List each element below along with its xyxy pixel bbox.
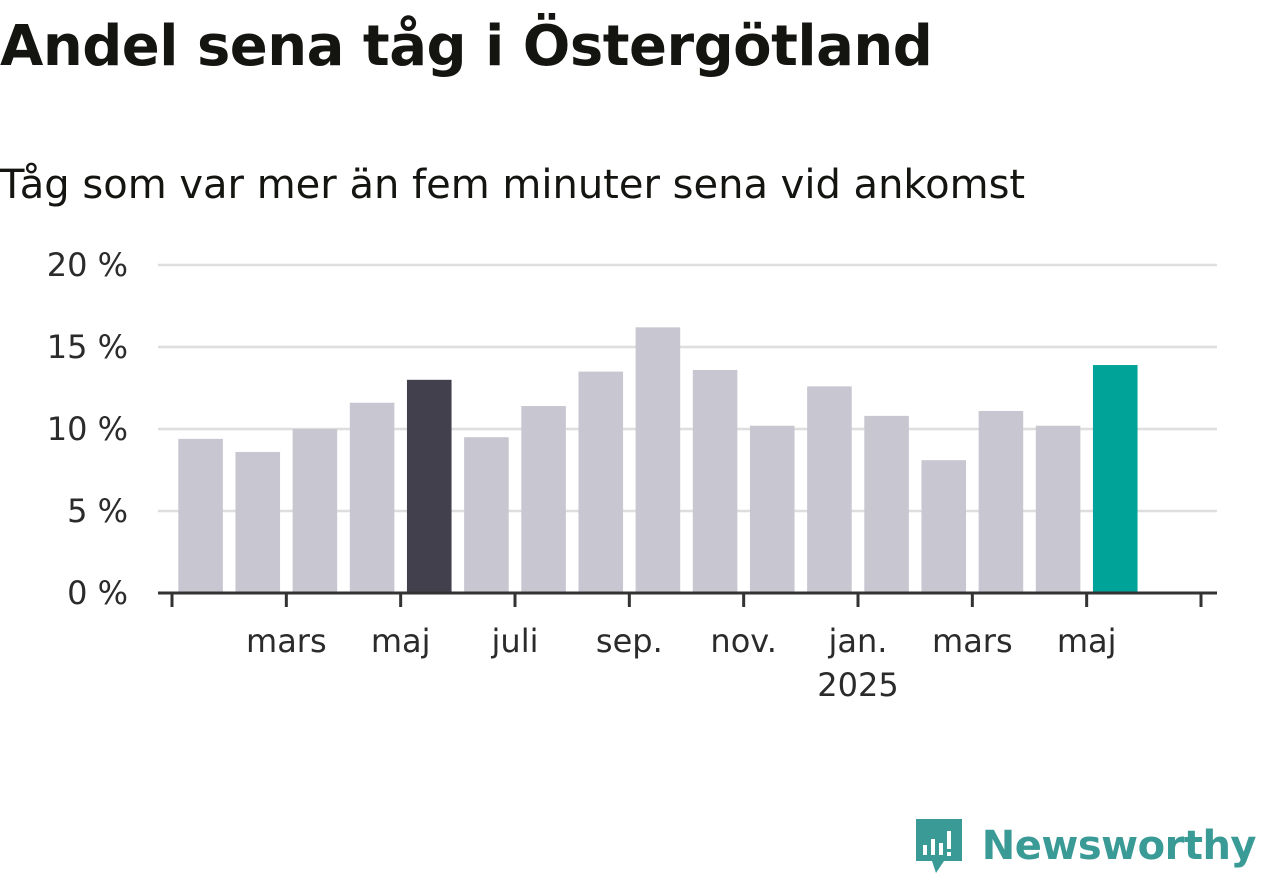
y-tick-label: 15 % — [47, 328, 128, 366]
y-tick-label: 10 % — [47, 410, 128, 448]
chart-title: Andel sena tåg i Östergötland — [0, 14, 933, 79]
x-tick-label: mars — [932, 622, 1013, 660]
bar — [635, 327, 681, 593]
bar — [235, 451, 281, 593]
bar — [578, 371, 624, 593]
bar — [692, 369, 738, 593]
bar — [749, 425, 795, 593]
bar — [1092, 365, 1138, 593]
x-tick-label: mars — [246, 622, 327, 660]
x-tick-year-label: 2025 — [817, 666, 898, 704]
x-tick-label: maj — [1057, 622, 1117, 660]
x-tick-label: maj — [371, 622, 431, 660]
bar — [978, 410, 1024, 593]
bar-chart: 0 % 5 % 10 % 15 % 20 % mars maj juli sep. nov. jan… — [47, 246, 1217, 704]
y-tick-label: 20 % — [47, 246, 128, 284]
x-tick-label: nov. — [710, 622, 776, 660]
y-tick-label: 0 % — [67, 574, 128, 612]
brand-name: Newsworthy — [981, 823, 1257, 869]
y-tick-label: 5 % — [67, 492, 128, 530]
brand-logo: Newsworthy — [914, 817, 1257, 875]
bar — [349, 402, 395, 593]
x-tick-label: sep. — [596, 622, 663, 660]
x-tick-label: juli — [491, 622, 539, 660]
bar — [406, 379, 452, 593]
x-tick-label: jan. — [828, 622, 888, 660]
bar — [921, 460, 967, 593]
bar — [292, 429, 338, 593]
bar — [464, 437, 509, 593]
bar — [1035, 425, 1081, 593]
bar — [864, 415, 909, 593]
bar — [807, 386, 852, 593]
bar — [178, 438, 223, 593]
newsworthy-logo-icon — [915, 819, 962, 873]
chart-subtitle: Tåg som var mer än fem minuter sena vid … — [0, 162, 1026, 208]
bar — [521, 406, 566, 593]
